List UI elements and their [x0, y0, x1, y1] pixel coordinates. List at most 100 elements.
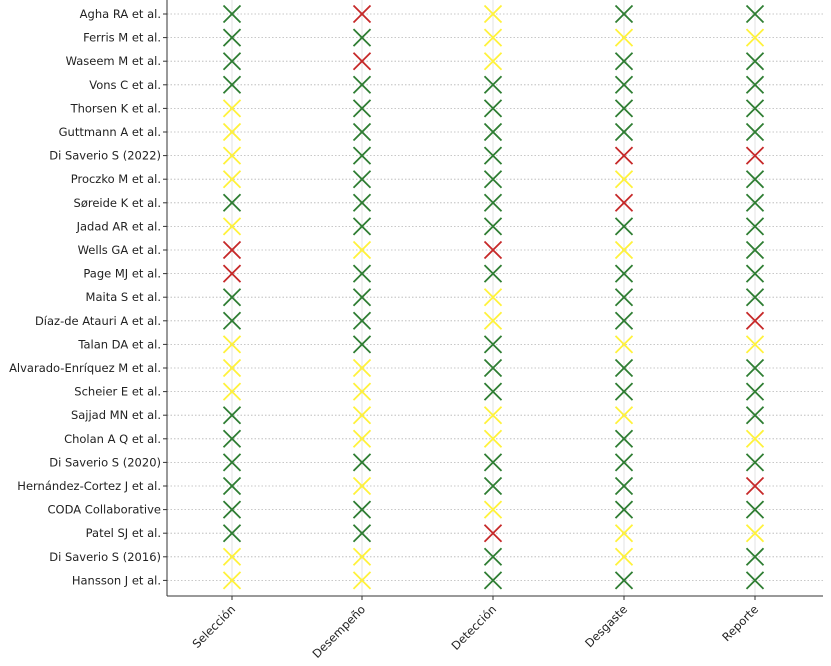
marker-stroke — [352, 406, 372, 425]
bias-marker-green — [222, 28, 242, 47]
bias-marker-green — [483, 146, 503, 165]
domain-label: Detección — [448, 602, 499, 653]
domain-label: Desgaste — [582, 602, 630, 650]
marker-stroke — [614, 311, 634, 330]
bias-marker-green — [745, 406, 765, 425]
bias-marker-green — [614, 453, 634, 472]
bias-marker-yellow — [745, 429, 765, 448]
marker-stroke — [483, 311, 503, 330]
marker-stroke — [222, 146, 242, 165]
bias-marker-yellow — [222, 335, 242, 354]
study-label: Agha RA et al. — [80, 7, 161, 21]
bias-marker-green — [614, 4, 634, 24]
marker-stroke — [614, 4, 634, 24]
bias-marker-red — [745, 146, 765, 165]
marker-stroke — [745, 28, 765, 47]
bias-marker-yellow — [222, 382, 242, 401]
bias-marker-green — [352, 75, 372, 94]
marker-stroke — [614, 429, 634, 448]
marker-stroke — [614, 240, 634, 260]
marker-stroke — [222, 288, 242, 307]
study-label: Jadad AR et al. — [76, 219, 161, 233]
bias-marker-red — [745, 476, 765, 496]
marker-stroke — [483, 429, 503, 448]
marker-stroke — [352, 288, 372, 307]
marker-stroke — [614, 382, 634, 401]
marker-stroke — [483, 146, 503, 165]
bias-marker-yellow — [352, 358, 372, 378]
study-label: Talan DA et al. — [77, 337, 161, 351]
marker-stroke — [222, 217, 242, 236]
bias-marker-green — [745, 500, 765, 519]
bias-marker-red — [222, 240, 242, 260]
bias-marker-red — [483, 240, 503, 260]
marker-stroke — [483, 4, 503, 24]
marker-stroke — [222, 264, 242, 283]
marker-stroke — [222, 240, 242, 260]
bias-marker-green — [745, 170, 765, 189]
marker-stroke — [222, 453, 242, 472]
marker-stroke — [483, 547, 503, 566]
bias-marker-green — [352, 217, 372, 236]
marker-stroke — [352, 264, 372, 283]
domain-label: Desempeño — [309, 602, 368, 661]
bias-marker-green — [483, 99, 503, 118]
study-label: Di Saverio S (2016) — [49, 550, 161, 564]
study-label: Di Saverio S (2020) — [49, 455, 161, 469]
bias-marker-yellow — [352, 571, 372, 590]
marker-stroke — [745, 4, 765, 24]
marker-stroke — [614, 52, 634, 71]
marker-stroke — [745, 571, 765, 590]
bias-marker-green — [222, 500, 242, 519]
bias-marker-green — [745, 288, 765, 307]
bias-marker-green — [745, 547, 765, 566]
marker-stroke — [745, 547, 765, 566]
study-label: Sajjad MN et al. — [71, 408, 161, 422]
marker-stroke — [614, 571, 634, 590]
bias-marker-green — [614, 288, 634, 307]
marker-stroke — [614, 146, 634, 165]
bias-marker-yellow — [222, 170, 242, 189]
bias-marker-green — [352, 99, 372, 118]
marker-stroke — [483, 28, 503, 47]
study-label: CODA Collaborative — [48, 503, 161, 517]
bias-marker-green — [483, 335, 503, 354]
bias-marker-green — [745, 358, 765, 378]
bias-marker-green — [614, 476, 634, 496]
marker-stroke — [614, 335, 634, 354]
marker-stroke — [222, 500, 242, 519]
bias-marker-red — [614, 146, 634, 165]
bias-marker-green — [614, 122, 634, 142]
marker-stroke — [352, 335, 372, 354]
bias-marker-red — [352, 4, 372, 24]
marker-stroke — [222, 75, 242, 94]
bias-marker-green — [745, 264, 765, 283]
bias-marker-green — [352, 453, 372, 472]
study-label: Cholan A Q et al. — [64, 432, 161, 446]
marker-stroke — [614, 28, 634, 47]
bias-marker-yellow — [745, 524, 765, 543]
marker-stroke — [614, 547, 634, 566]
bias-marker-yellow — [483, 288, 503, 307]
marker-stroke — [745, 99, 765, 118]
marker-stroke — [483, 476, 503, 496]
marker-stroke — [745, 382, 765, 401]
bias-marker-yellow — [352, 429, 372, 448]
study-label: Díaz-de Atauri A et al. — [35, 314, 161, 328]
bias-marker-yellow — [222, 547, 242, 566]
study-label: Wells GA et al. — [78, 243, 161, 257]
bias-marker-green — [352, 28, 372, 47]
bias-marker-green — [614, 264, 634, 283]
study-label: Patel SJ et al. — [86, 526, 161, 540]
marker-stroke — [352, 122, 372, 142]
bias-marker-green — [222, 75, 242, 94]
marker-stroke — [483, 571, 503, 590]
bias-marker-green — [483, 571, 503, 590]
marker-stroke — [222, 358, 242, 378]
bias-marker-red — [745, 311, 765, 330]
bias-marker-red — [483, 524, 503, 543]
bias-marker-green — [483, 453, 503, 472]
bias-marker-green — [614, 358, 634, 378]
bias-marker-green — [352, 335, 372, 354]
bias-marker-green — [745, 99, 765, 118]
